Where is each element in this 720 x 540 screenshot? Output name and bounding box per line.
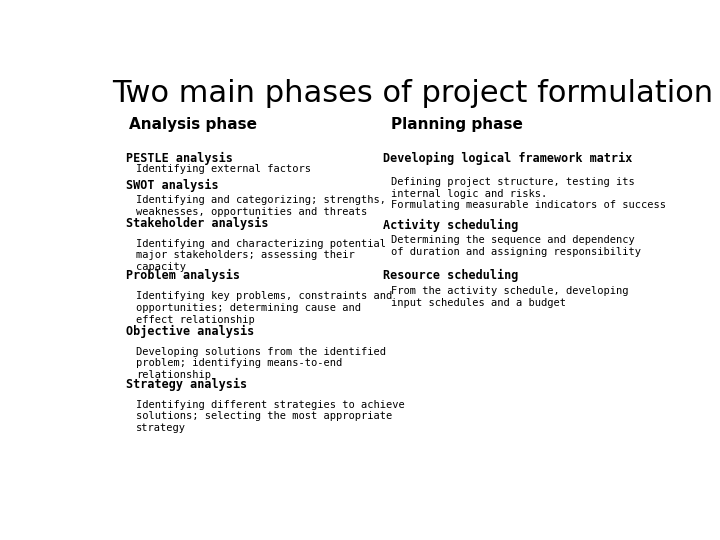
Text: Determining the sequence and dependency
of duration and assigning responsibility: Determining the sequence and dependency …: [392, 235, 642, 257]
Text: Two main phases of project formulation: Two main phases of project formulation: [112, 79, 714, 109]
Text: PESTLE analysis: PESTLE analysis: [126, 152, 233, 165]
Text: Planning phase: Planning phase: [392, 117, 523, 132]
Text: Stakeholder analysis: Stakeholder analysis: [126, 217, 269, 230]
Text: SWOT analysis: SWOT analysis: [126, 179, 219, 192]
Text: Strategy analysis: Strategy analysis: [126, 377, 248, 390]
Text: Objective analysis: Objective analysis: [126, 325, 255, 338]
Text: Analysis phase: Analysis phase: [129, 117, 257, 132]
Text: Identifying key problems, constraints and
opportunities; determining cause and
e: Identifying key problems, constraints an…: [136, 292, 392, 325]
Text: Activity scheduling: Activity scheduling: [383, 219, 518, 232]
Text: Identifying and characterizing potential
major stakeholders; assessing their
cap: Identifying and characterizing potential…: [136, 239, 386, 272]
Text: Identifying external factors: Identifying external factors: [136, 164, 311, 174]
Text: Resource scheduling: Resource scheduling: [383, 269, 518, 282]
Text: Developing solutions from the identified
problem; identifying means-to-end
relat: Developing solutions from the identified…: [136, 347, 386, 380]
Text: Developing logical framework matrix: Developing logical framework matrix: [383, 152, 632, 165]
Text: Identifying and categorizing; strengths,
weaknesses, opportunities and threats: Identifying and categorizing; strengths,…: [136, 195, 386, 217]
Text: From the activity schedule, developing
input schedules and a budget: From the activity schedule, developing i…: [392, 286, 629, 308]
Text: Problem analysis: Problem analysis: [126, 269, 240, 282]
Text: Defining project structure, testing its
internal logic and risks.
Formulating me: Defining project structure, testing its …: [392, 177, 666, 210]
Text: Identifying different strategies to achieve
solutions; selecting the most approp: Identifying different strategies to achi…: [136, 400, 405, 433]
